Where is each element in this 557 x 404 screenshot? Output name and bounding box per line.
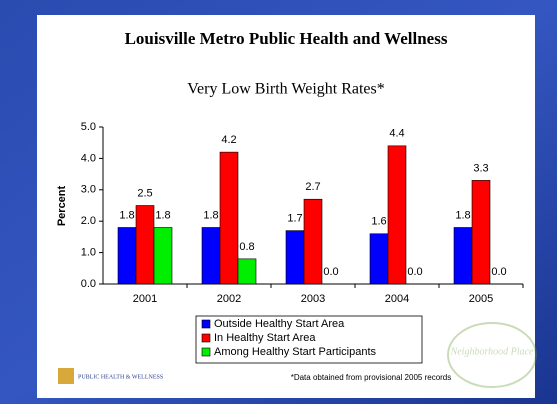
bar <box>135 205 155 285</box>
bar <box>237 258 257 285</box>
data-label: 1.8 <box>203 209 218 221</box>
data-label: 1.6 <box>371 216 386 228</box>
x-tick-label: 2002 <box>217 293 241 305</box>
x-tick-label: 2001 <box>133 293 157 305</box>
data-label: 2.5 <box>137 187 152 199</box>
logo-left: PUBLIC HEALTH & WELLNESS <box>58 368 163 384</box>
data-label: 0.0 <box>407 266 422 278</box>
chart-title: Louisville Metro Public Health and Welln… <box>125 29 448 48</box>
chart-subtitle: Very Low Birth Weight Rates* <box>187 81 385 98</box>
y-axis-label: Percent <box>56 185 68 226</box>
y-tick-label: 5.0 <box>81 121 96 133</box>
bar <box>201 227 221 285</box>
data-label: 1.8 <box>119 209 134 221</box>
logo-right: Neighborhood Place <box>447 322 537 388</box>
data-label: 4.2 <box>221 134 236 146</box>
data-label: 3.3 <box>473 162 488 174</box>
y-tick-label: 4.0 <box>81 152 96 164</box>
data-label: 0.0 <box>323 266 338 278</box>
data-label: 4.4 <box>389 128 404 140</box>
bar <box>453 227 473 285</box>
legend-label: Among Healthy Start Participants <box>214 346 377 358</box>
x-tick-label: 2003 <box>301 293 325 305</box>
logo-ring <box>447 322 537 388</box>
legend-label: Outside Healthy Start Area <box>214 318 345 330</box>
logo-icon <box>58 368 74 384</box>
data-label: 0.8 <box>239 241 254 253</box>
legend-swatch <box>201 333 211 343</box>
logo-text: Neighborhood Place <box>450 346 534 357</box>
data-label: 1.8 <box>455 209 470 221</box>
x-tick-label: 2004 <box>385 293 409 305</box>
bar <box>117 227 137 285</box>
x-tick-label: 2005 <box>469 293 493 305</box>
data-label: 0.0 <box>491 266 506 278</box>
data-label: 1.8 <box>155 209 170 221</box>
bar <box>369 233 389 285</box>
data-label: 1.7 <box>287 213 302 225</box>
legend-label: In Healthy Start Area <box>214 332 316 344</box>
bar <box>471 180 491 285</box>
bar <box>303 198 323 285</box>
bar <box>387 145 407 285</box>
legend-box <box>195 315 423 364</box>
footnote: *Data obtained from provisional 2005 rec… <box>291 373 452 382</box>
bar <box>153 227 173 285</box>
y-tick-label: 1.0 <box>81 247 96 259</box>
bar <box>285 230 305 285</box>
data-label: 2.7 <box>305 181 320 193</box>
logo-text: PUBLIC HEALTH & WELLNESS <box>78 374 163 380</box>
y-tick-label: 3.0 <box>81 184 96 196</box>
bar <box>219 151 239 285</box>
legend-swatch <box>201 319 211 329</box>
legend-swatch <box>201 347 211 357</box>
y-tick-label: 0.0 <box>81 278 96 290</box>
y-tick-label: 2.0 <box>81 215 96 227</box>
